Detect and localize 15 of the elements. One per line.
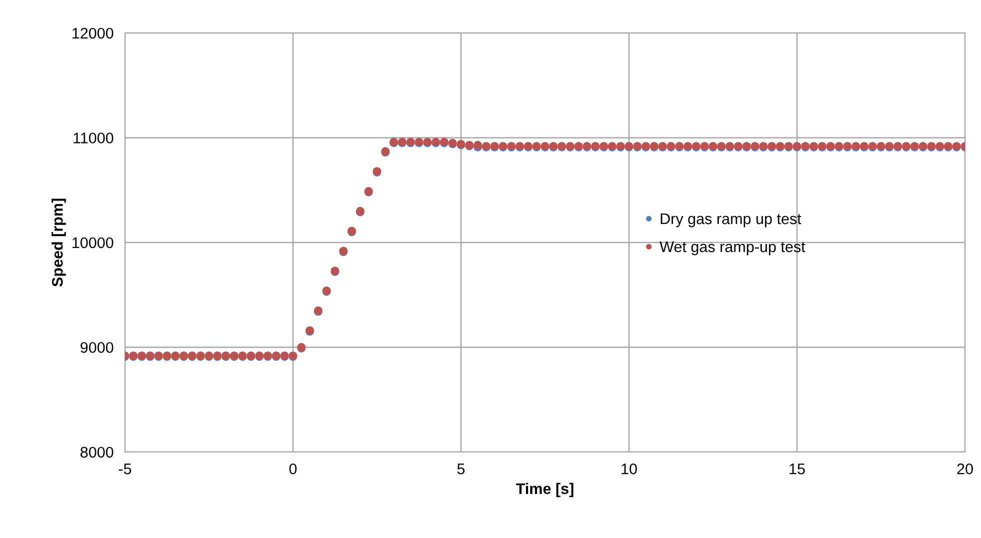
x-tick-label: 0 xyxy=(289,463,297,474)
legend-label: Wet gas ramp-up test xyxy=(660,242,806,256)
y-tick-label: 9000 xyxy=(80,342,114,353)
y-axis-title: Speed [rpm] xyxy=(52,198,66,287)
x-tick-label: -5 xyxy=(118,464,132,474)
y-tick-label: 11000 xyxy=(74,132,114,144)
x-axis-title: Time [s] xyxy=(516,482,574,498)
x-tick-label: 15 xyxy=(790,464,805,474)
y-tick-label: 8000 xyxy=(80,446,114,458)
x-tick-label: 10 xyxy=(622,463,637,474)
x-tick-label: 20 xyxy=(957,463,973,474)
x-tick-label: 5 xyxy=(457,464,465,474)
y-tick-label: 10000 xyxy=(72,237,114,248)
y-tick-label: 12000 xyxy=(72,28,114,39)
legend-label: Dry gas ramp up test xyxy=(660,214,802,228)
